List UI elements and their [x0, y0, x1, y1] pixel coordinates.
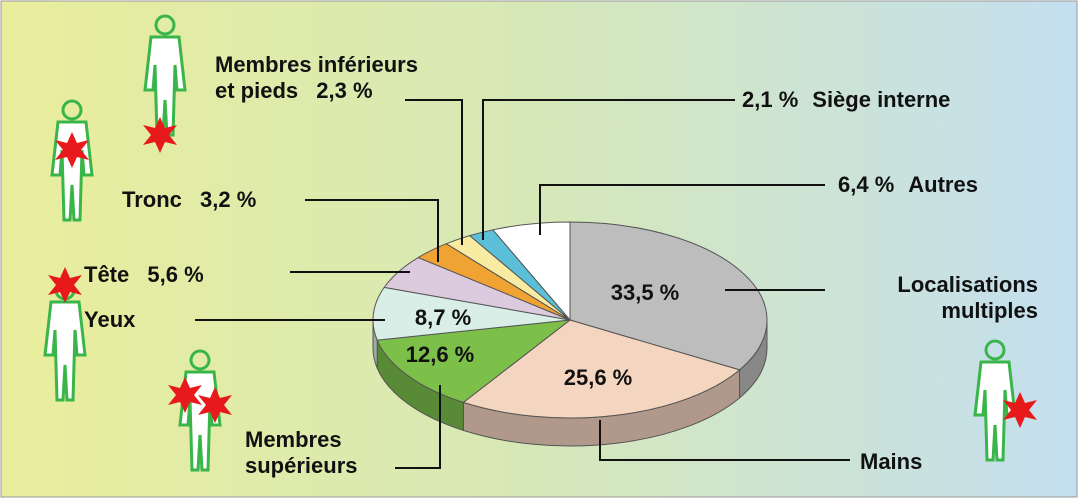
category-text: Mains	[860, 449, 922, 474]
value-label: 8,7 %	[415, 305, 471, 330]
value-label: 25,6 %	[564, 365, 633, 390]
category-text: Yeux	[84, 307, 135, 332]
value-label: 33,5 %	[611, 280, 680, 305]
category-label: Tête 5,6 %	[84, 262, 304, 288]
value-label-box: 8,7 %	[415, 305, 471, 331]
chart	[0, 0, 1078, 498]
category-text: Tronc	[122, 187, 182, 212]
category-label: 2,1 % Siège interne	[742, 87, 1062, 113]
value-label: 5,6 %	[147, 262, 203, 287]
category-label: 6,4 % Autres	[838, 172, 1038, 198]
category-text: Siège interne	[812, 87, 950, 112]
category-label: Yeux	[84, 307, 184, 333]
value-label: 2,3 %	[316, 78, 372, 103]
category-text: Autres	[908, 172, 978, 197]
category-text: Membres supérieurs	[245, 427, 358, 478]
infographic: 33,5 % Localisations multiples 25,6 % Mains…	[0, 0, 1078, 498]
category-label: Localisations multiples	[818, 272, 1038, 324]
pie	[373, 222, 767, 446]
value-label-box: 33,5 %	[611, 280, 680, 306]
value-label-box: 25,6 %	[564, 365, 633, 391]
value-label: 6,4 %	[838, 172, 894, 197]
value-label-box: 12,6 %	[406, 342, 475, 368]
category-label: Membres supérieurs	[245, 427, 405, 479]
category-label: Tronc 3,2 %	[122, 187, 342, 213]
category-text: Tête	[84, 262, 129, 287]
category-label: Membres inférieurs et pieds 2,3 %	[215, 52, 443, 104]
category-text: Localisations multiples	[897, 272, 1038, 323]
value-label: 3,2 %	[200, 187, 256, 212]
category-label: Mains	[860, 449, 960, 475]
value-label: 2,1 %	[742, 87, 798, 112]
value-label: 12,6 %	[406, 342, 475, 367]
